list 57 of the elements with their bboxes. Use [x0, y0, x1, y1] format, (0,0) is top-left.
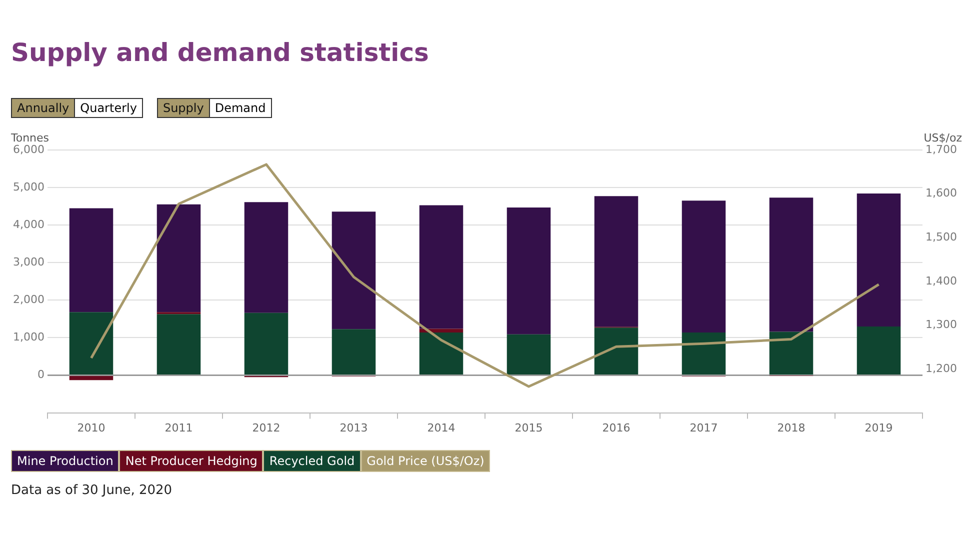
bar [856, 326, 901, 375]
y2-tick-label: 1,600 [926, 186, 958, 200]
x-tick-label: 2015 [514, 421, 543, 434]
bar [332, 329, 376, 375]
bar [244, 202, 288, 313]
x-tick-label: 2011 [164, 421, 193, 434]
y-tick-label: 0 [37, 368, 44, 382]
bar [419, 205, 464, 329]
x-tick-label: 2019 [864, 421, 893, 434]
bar [769, 198, 814, 332]
text: Quarterly [79, 100, 138, 117]
bar [69, 376, 114, 380]
x-tick-label: 2012 [252, 421, 280, 434]
x-tick-label: 2013 [340, 421, 368, 434]
text: Data as of 30 June, 2020 [11, 483, 172, 498]
y-axis-title: Tonnes [10, 131, 50, 144]
y-tick-label: 2,000 [12, 293, 44, 306]
chart-title: Supply and demand statistics [11, 38, 429, 67]
bar [156, 314, 201, 375]
text: Annually [12, 99, 76, 117]
bar [594, 196, 638, 327]
y2-axis-title: US$/oz [924, 131, 962, 144]
y-tick-label: 1,000 [12, 330, 44, 344]
y2-tick-label: 1,500 [926, 230, 958, 244]
text: Demand [214, 100, 267, 117]
bar [244, 312, 288, 375]
x-tick-label: 2014 [427, 421, 456, 434]
bar [419, 332, 464, 375]
y2-tick-label: 1,300 [926, 318, 958, 332]
bar [769, 332, 814, 375]
text: Supply [158, 99, 210, 117]
y-tick-label: 4,000 [12, 218, 44, 231]
bar [506, 334, 551, 375]
text: Mine Production [11, 450, 120, 472]
bar [156, 204, 201, 312]
x-tick-label: 2017 [690, 421, 718, 434]
bar [69, 312, 114, 375]
x-tick-label: 2010 [77, 421, 106, 434]
bar [682, 200, 726, 332]
x-tick-label: 2016 [602, 421, 630, 434]
bar [419, 328, 464, 332]
y2-tick-label: 1,200 [926, 362, 958, 375]
x-tick-label: 2018 [777, 421, 806, 434]
bar [682, 332, 726, 375]
bar [856, 194, 901, 326]
text: Recycled Gold [263, 450, 361, 472]
y-tick-label: 6,000 [12, 142, 44, 156]
bar [506, 207, 551, 334]
bar [594, 328, 638, 375]
text: Net Producer Hedging [119, 450, 264, 472]
text: Gold Price (US$/Oz) [360, 450, 490, 472]
bar [332, 212, 376, 330]
y-tick-label: 5,000 [12, 180, 44, 194]
bar [69, 208, 114, 312]
y2-tick-label: 1,700 [926, 142, 958, 156]
y2-tick-label: 1,400 [926, 274, 958, 288]
y-tick-label: 3,000 [12, 255, 44, 268]
